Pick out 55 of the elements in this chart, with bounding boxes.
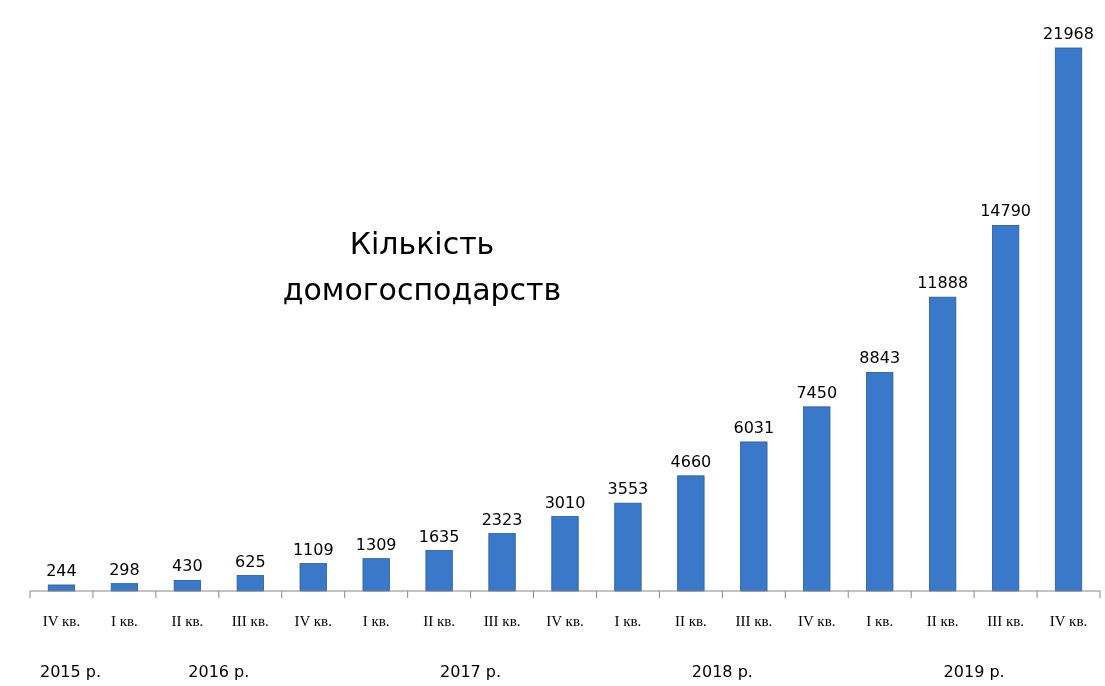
text: 2019 р. (943, 662, 1005, 681)
bar (991, 225, 1020, 592)
bar (488, 533, 516, 592)
bar (236, 575, 264, 592)
x-tick-label: II кв. (926, 613, 959, 629)
data-label: 430 (172, 556, 203, 576)
data-label: 298 (109, 559, 140, 579)
data-label: 8843 (859, 348, 901, 368)
data-label: 14790 (980, 201, 1032, 221)
x-tick-label: IV кв. (798, 613, 836, 629)
data-label: 625 (235, 551, 266, 571)
text: 2015 р. (40, 662, 102, 681)
x-tick-label: III кв. (483, 613, 521, 629)
text: 2018 р. (691, 662, 753, 681)
data-label: 3553 (607, 479, 649, 499)
data-label: 7450 (796, 382, 838, 402)
data-label: 6031 (733, 417, 775, 437)
x-tick-label: IV кв. (294, 613, 332, 629)
x-tick-label: IV кв. (1049, 613, 1088, 629)
x-tick-label: I кв. (362, 613, 390, 629)
text: 2016 р. (188, 662, 250, 681)
data-label: 244 (46, 560, 77, 580)
bar (803, 406, 831, 592)
data-label: 21968 (1043, 24, 1094, 43)
x-tick-label: IV кв. (546, 613, 584, 629)
x-tick-label: I кв. (110, 613, 138, 629)
bar (362, 558, 390, 592)
x-tick-label: I кв. (866, 613, 894, 629)
bar (299, 563, 327, 592)
data-label: 1109 (292, 539, 334, 559)
x-tick-label: III кв. (231, 613, 269, 629)
bar (929, 296, 957, 592)
data-label: 1635 (418, 526, 460, 546)
x-tick-label: II кв. (423, 613, 456, 629)
bar (173, 579, 201, 592)
data-label: 2323 (481, 509, 523, 529)
text: Кількість домогосподарств (282, 226, 562, 307)
x-tick-label: I кв. (614, 613, 642, 629)
data-label: 11888 (917, 273, 969, 293)
x-tick-label: III кв. (735, 613, 773, 629)
data-label: 1309 (355, 534, 397, 554)
bar (677, 475, 705, 592)
bar (1054, 47, 1083, 592)
text: 2017 р. (440, 662, 502, 681)
data-label: 4660 (670, 451, 712, 471)
bar (425, 550, 453, 592)
x-tick-label: II кв. (674, 613, 707, 629)
bar (614, 502, 642, 592)
bar (740, 441, 768, 592)
x-tick-label: IV кв. (42, 613, 81, 629)
data-label: 3010 (544, 492, 586, 512)
x-tick-label: II кв. (171, 613, 204, 629)
x-tick-label: III кв. (987, 613, 1025, 629)
bar (866, 372, 894, 592)
bar (551, 516, 579, 592)
